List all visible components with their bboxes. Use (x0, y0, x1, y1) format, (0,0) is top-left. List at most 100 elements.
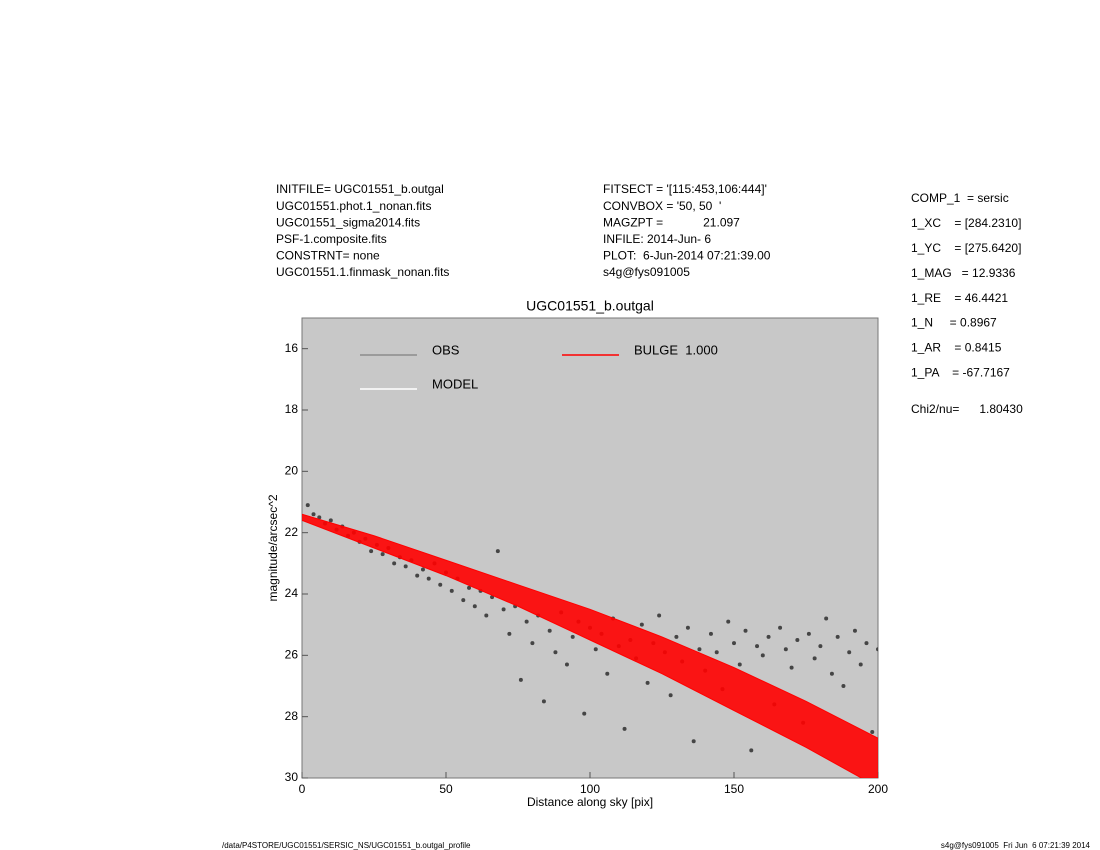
y-tick-label: 30 (285, 770, 299, 784)
x-tick-label: 0 (299, 782, 306, 796)
model-band-edge (302, 513, 878, 739)
y-tick-label: 24 (285, 586, 299, 600)
obs-point (605, 671, 610, 676)
obs-point (570, 634, 575, 639)
obs-point (593, 647, 598, 652)
obs-point (824, 616, 829, 621)
obs-point (841, 684, 846, 688)
obs-point (668, 693, 673, 698)
legend-label: BULGE 1.000 (634, 342, 718, 357)
obs-point (507, 631, 512, 636)
obs-point (317, 515, 322, 520)
obs-point (818, 644, 823, 649)
x-tick-label: 100 (580, 782, 600, 796)
fit-parameter: COMP_1 = sersic (911, 191, 1009, 205)
header-line: FITSECT = '[115:453,106:444]' (603, 182, 767, 196)
obs-point (461, 598, 466, 603)
obs-point (564, 662, 569, 667)
obs-point (829, 671, 834, 676)
x-tick-label: 50 (439, 782, 453, 796)
obs-point (697, 647, 702, 652)
model-band (302, 514, 878, 778)
header-line: s4g@fys091005 (603, 265, 690, 279)
fit-parameter: 1_MAG = 12.9336 (911, 266, 1016, 280)
model-band-edge (302, 519, 863, 778)
footer-stamp: s4g@fys091005 Fri Jun 6 07:21:39 2014 (941, 841, 1091, 850)
fit-parameter: 1_YC = [275.6420] (911, 241, 1021, 255)
y-axis-label: magnitude/arcsec^2 (266, 494, 280, 601)
obs-point (305, 503, 310, 508)
y-tick-label: 20 (285, 464, 299, 478)
obs-point (674, 634, 679, 639)
fit-parameter: 1_XC = [284.2310] (911, 216, 1021, 230)
obs-point (766, 634, 771, 639)
y-tick-label: 22 (285, 525, 299, 539)
obs-point (311, 512, 316, 517)
obs-point (847, 650, 852, 655)
legend-label: OBS (432, 342, 460, 357)
obs-point (708, 631, 713, 636)
obs-point (783, 647, 788, 652)
header-line: CONVBOX = '50, 50 ' (603, 199, 721, 213)
y-tick-label: 18 (285, 402, 299, 416)
y-tick-label: 28 (285, 709, 299, 723)
obs-point (876, 647, 878, 652)
obs-point (778, 625, 783, 630)
obs-point (501, 607, 506, 612)
obs-point (380, 552, 385, 557)
obs-point (691, 739, 696, 744)
header-line: PSF-1.composite.fits (276, 232, 387, 246)
header-line: UGC01551_sigma2014.fits (276, 215, 420, 229)
obs-point (518, 677, 523, 682)
obs-point (622, 726, 627, 731)
obs-point (328, 518, 333, 523)
obs-point (420, 567, 425, 572)
header-line: MAGZPT = 21.097 (603, 215, 740, 229)
obs-point (449, 588, 454, 593)
obs-point (472, 604, 477, 609)
obs-point (743, 628, 748, 633)
legend-label: MODEL (432, 376, 478, 391)
obs-point (795, 638, 800, 642)
obs-point (645, 680, 650, 685)
obs-point (657, 613, 662, 618)
obs-point (812, 656, 817, 661)
obs-point (639, 622, 644, 627)
obs-point (732, 641, 736, 646)
obs-point (467, 585, 472, 590)
y-tick-label: 16 (285, 341, 299, 355)
obs-point (541, 699, 546, 704)
obs-point (714, 650, 719, 655)
obs-point (553, 650, 558, 655)
obs-point (530, 641, 535, 646)
obs-point (403, 564, 408, 569)
header-line: INFILE: 2014-Jun- 6 (603, 232, 711, 246)
x-tick-label: 150 (724, 782, 744, 796)
obs-point (392, 561, 397, 566)
obs-point (835, 634, 840, 639)
fit-parameter: 1_PA = -67.7167 (911, 365, 1010, 379)
obs-point (484, 613, 489, 618)
header-line: INITFILE= UGC01551_b.outgal (276, 182, 444, 196)
obs-point (582, 711, 587, 716)
obs-point (415, 573, 420, 578)
obs-point (495, 549, 500, 554)
obs-point (426, 576, 431, 581)
obs-point (685, 625, 690, 630)
obs-point (870, 730, 875, 734)
obs-point (547, 628, 552, 633)
fit-parameter: 1_N = 0.8967 (911, 316, 997, 330)
obs-point (749, 748, 754, 753)
fit-parameter: 1_AR = 0.8415 (911, 341, 1002, 355)
chi2: Chi2/nu= 1.80430 (911, 402, 1023, 416)
obs-point (864, 641, 869, 646)
x-axis-label: Distance along sky [pix] (527, 795, 653, 809)
header-line: UGC01551.1.finmask_nonan.fits (276, 265, 449, 279)
obs-point (524, 619, 529, 624)
obs-point (438, 582, 443, 587)
header-line: UGC01551.phot.1_nonan.fits (276, 199, 431, 213)
obs-point (852, 628, 857, 633)
obs-point (755, 644, 760, 649)
x-tick-label: 200 (868, 782, 888, 796)
